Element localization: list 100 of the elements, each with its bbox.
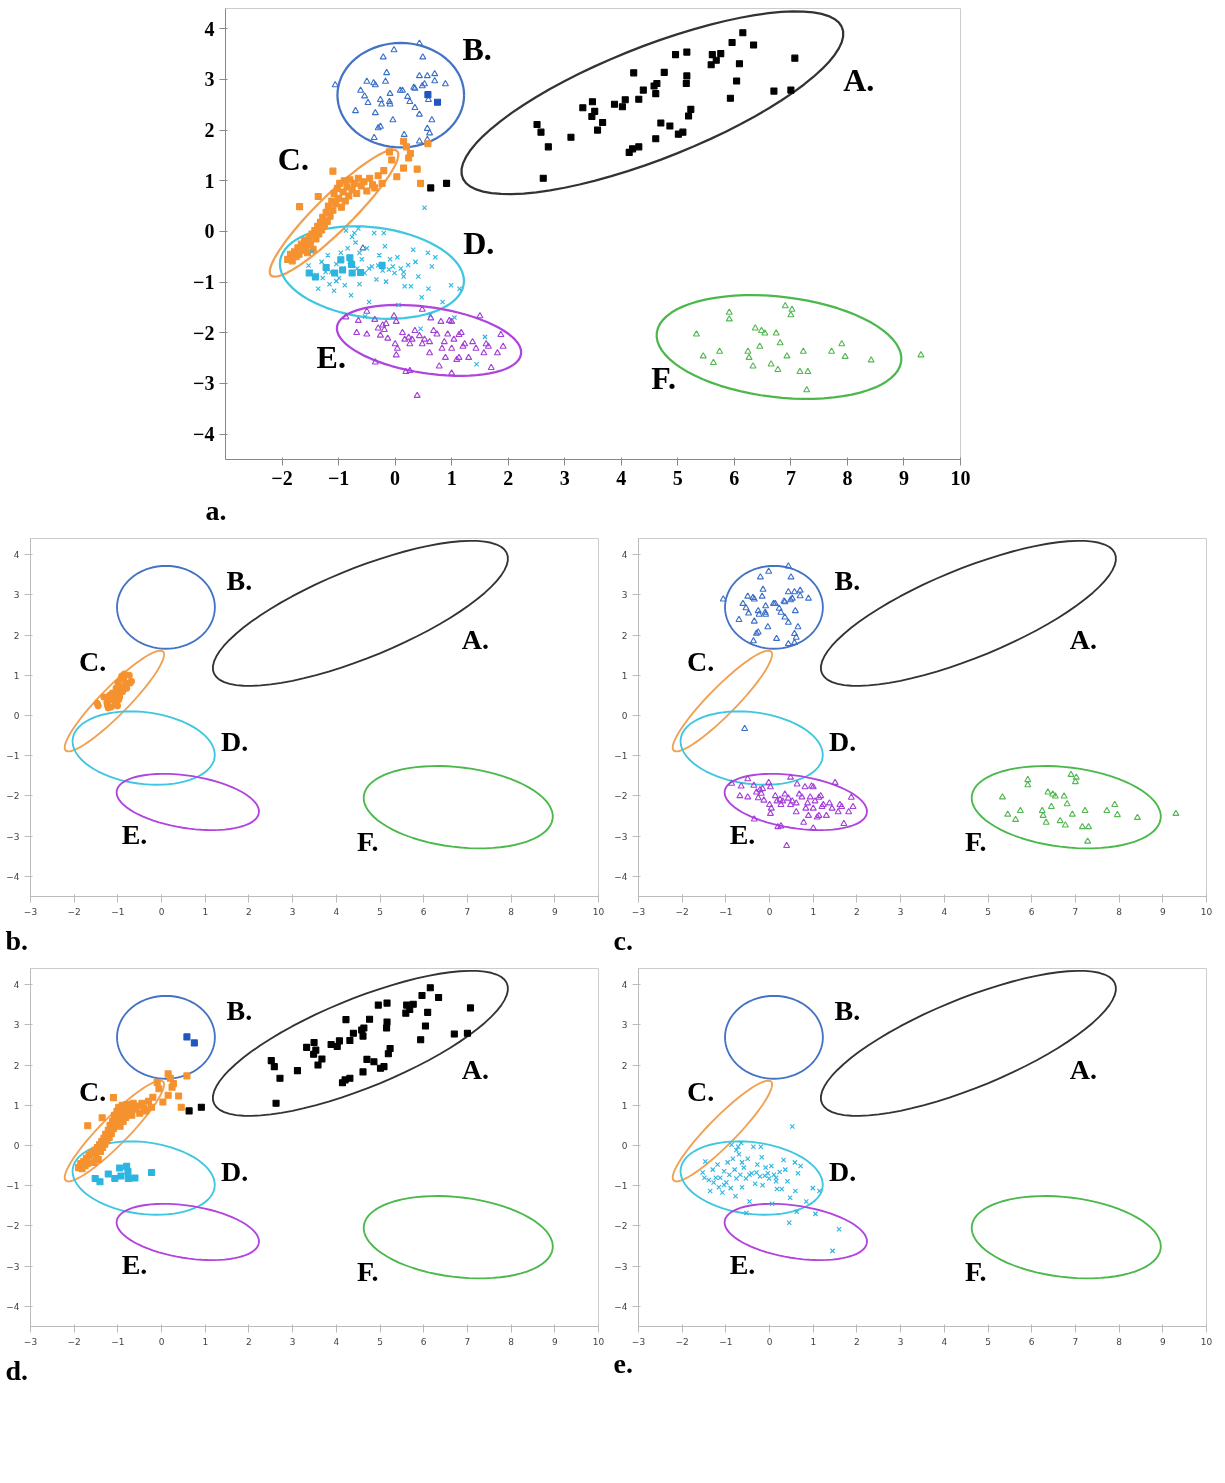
annotation: C. <box>686 1076 715 1108</box>
y-tick-label: 1 <box>204 169 215 192</box>
y-tick-label: −4 <box>6 1301 20 1312</box>
annotation: C. <box>78 646 107 678</box>
x-tick-label: 8 <box>842 466 853 489</box>
x-tick-label: 9 <box>551 906 558 917</box>
x-tick-label: 1 <box>810 906 817 917</box>
x-tick-label: 3 <box>289 906 296 917</box>
annotation: A. <box>843 62 875 99</box>
x-tick-label: 4 <box>941 906 948 917</box>
y-tick-label: −4 <box>193 423 215 446</box>
x-tick-label: −2 <box>67 906 81 917</box>
x-tick-label: 6 <box>1028 906 1035 917</box>
x-tick-label: 7 <box>464 1336 471 1347</box>
y-tick-label: −4 <box>614 1301 628 1312</box>
y-tick-label: −1 <box>6 1181 20 1192</box>
y-tick-label: −4 <box>6 871 20 882</box>
y-tick-label: 1 <box>13 1100 20 1111</box>
x-tick-label: −1 <box>719 906 733 917</box>
x-tick-label: 7 <box>464 906 471 917</box>
y-tick-label: −1 <box>193 271 215 294</box>
x-tick-label: 10 <box>1200 1336 1213 1347</box>
annotation: F. <box>651 359 676 396</box>
x-tick-label: 6 <box>420 1336 427 1347</box>
x-tick-label: 1 <box>446 466 457 489</box>
x-tick-label: 5 <box>377 906 383 917</box>
y-tick-label: −2 <box>6 1221 20 1232</box>
annotation: C. <box>277 141 309 177</box>
y-tick-label: 3 <box>13 1020 20 1031</box>
annotation: C. <box>78 1076 107 1108</box>
x-tick-label: 9 <box>1159 1336 1166 1347</box>
text: a. <box>205 494 227 526</box>
x-tick-label: 3 <box>289 1336 296 1347</box>
y-tick-label: 0 <box>13 710 20 721</box>
y-tick-label: −2 <box>6 791 20 802</box>
y-tick-label: −2 <box>614 791 628 802</box>
y-tick-label: 2 <box>621 630 628 641</box>
y-tick-label: 4 <box>13 550 20 561</box>
y-tick-label: 0 <box>621 710 628 721</box>
annotation: F. <box>965 1256 987 1288</box>
annotation: F. <box>965 826 987 858</box>
x-tick-label: 7 <box>1072 906 1079 917</box>
x-tick-label: −1 <box>719 1336 733 1347</box>
x-tick-label: −1 <box>111 906 125 917</box>
x-tick-label: 4 <box>333 906 340 917</box>
x-tick-label: 0 <box>390 466 401 489</box>
y-tick-label: −3 <box>6 831 20 842</box>
x-tick-label: −1 <box>111 1336 125 1347</box>
y-tick-label: 4 <box>13 980 20 991</box>
x-tick-label: 2 <box>854 906 860 917</box>
y-tick-label: 3 <box>621 590 628 601</box>
x-tick-label: 8 <box>508 1336 515 1347</box>
y-tick-label: 2 <box>13 1060 20 1071</box>
x-tick-label: 0 <box>158 906 165 917</box>
annotation: E. <box>729 819 756 851</box>
y-tick-label: −3 <box>614 1261 628 1272</box>
x-tick-label: 1 <box>810 1336 817 1347</box>
annotation: D. <box>828 1155 857 1187</box>
x-tick-label: −2 <box>67 1336 81 1347</box>
y-tick-label: −2 <box>193 321 215 344</box>
x-tick-label: 9 <box>1159 906 1166 917</box>
annotation: D. <box>220 1155 249 1187</box>
y-tick-label: 1 <box>13 670 20 681</box>
y-tick-label: −1 <box>614 1181 628 1192</box>
x-tick-label: 3 <box>897 1336 904 1347</box>
y-tick-label: 2 <box>621 1060 628 1071</box>
y-tick-label: −2 <box>614 1221 628 1232</box>
x-tick-label: 3 <box>559 466 570 489</box>
x-tick-label: 8 <box>508 906 515 917</box>
y-tick-label: −4 <box>614 871 628 882</box>
y-tick-label: 0 <box>621 1140 628 1151</box>
x-tick-label: 2 <box>246 906 252 917</box>
x-tick-label: −2 <box>675 1336 689 1347</box>
annotation: E. <box>729 1249 756 1281</box>
x-tick-label: 10 <box>950 466 971 489</box>
y-tick-label: −3 <box>614 831 628 842</box>
y-tick-label: 3 <box>204 68 215 91</box>
x-tick-label: 5 <box>985 1336 991 1347</box>
y-tick-label: 2 <box>13 630 20 641</box>
x-tick-label: 2 <box>854 1336 860 1347</box>
annotation: E. <box>316 339 346 376</box>
y-tick-label: −3 <box>6 1261 20 1272</box>
annotation: C. <box>686 646 715 678</box>
y-tick-label: −1 <box>6 751 20 762</box>
y-tick-label: 4 <box>621 550 628 561</box>
x-tick-label: 8 <box>1116 906 1123 917</box>
x-tick-label: 3 <box>897 906 904 917</box>
x-tick-label: 0 <box>158 1336 165 1347</box>
x-tick-label: 4 <box>941 1336 948 1347</box>
x-tick-label: 0 <box>766 906 773 917</box>
annotation: D. <box>828 725 857 757</box>
text: c. <box>613 924 633 956</box>
x-tick-label: 6 <box>1028 1336 1035 1347</box>
x-tick-label: −2 <box>675 906 689 917</box>
x-tick-label: 0 <box>766 1336 773 1347</box>
x-tick-label: 7 <box>1072 1336 1079 1347</box>
annotation: F. <box>357 826 379 858</box>
y-tick-label: 3 <box>621 1020 628 1031</box>
x-tick-label: 10 <box>592 906 605 917</box>
text: d. <box>5 1354 29 1386</box>
